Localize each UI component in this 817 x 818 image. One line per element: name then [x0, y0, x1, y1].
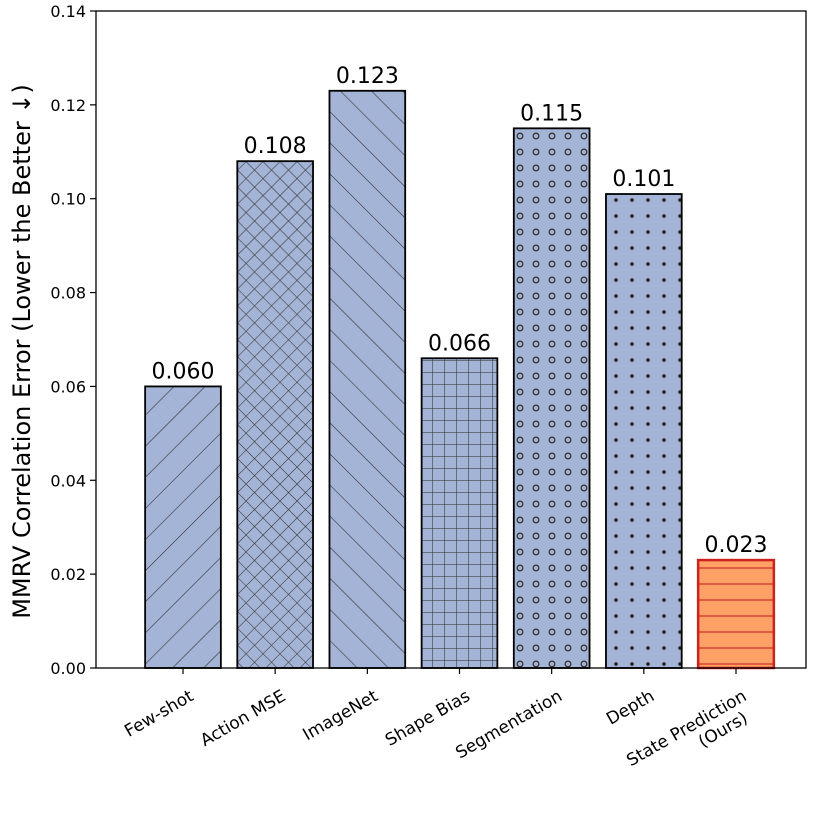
bars-layer: [144, 89, 776, 670]
bar-pattern-action-mse: [237, 161, 314, 668]
x-tick-label-line: ImageNet: [300, 686, 382, 745]
value-label-few-shot: 0.060: [152, 359, 215, 384]
bar-pattern-state-prediction: [698, 560, 774, 668]
value-label-state-prediction: 0.023: [705, 533, 768, 558]
bar-pattern-shape-bias: [421, 358, 498, 668]
x-tick-label-action-mse: Action MSE: [197, 686, 289, 751]
x-tick-label-line: Depth: [603, 686, 658, 729]
x-tick-label-few-shot: Few-shot: [121, 686, 197, 742]
bar-pattern-few-shot: [145, 386, 221, 668]
x-tick-label-line: Few-shot: [121, 686, 197, 742]
value-label-segmentation: 0.115: [520, 101, 583, 126]
x-tick-label-imagenet: ImageNet: [300, 686, 382, 745]
axes-layer: [90, 10, 807, 674]
y-tick-label: 0.04: [50, 471, 86, 490]
value-label-imagenet: 0.123: [336, 64, 399, 89]
y-tick-label: 0.00: [50, 659, 86, 678]
y-tick-label: 0.10: [50, 190, 86, 209]
bar-pattern-segmentation: [513, 128, 590, 669]
bar-pattern-imagenet: [329, 90, 406, 669]
y-axis-label: MMRV Correlation Error (Lower the Better…: [8, 84, 36, 619]
bar-pattern-depth: [605, 194, 682, 668]
y-tick-label: 0.08: [50, 284, 86, 303]
y-tick-label: 0.14: [50, 2, 86, 21]
value-label-shape-bias: 0.066: [428, 331, 491, 356]
y-tick-label: 0.02: [50, 565, 86, 584]
value-label-action-mse: 0.108: [244, 134, 307, 159]
value-label-depth: 0.101: [612, 167, 675, 192]
y-tick-label: 0.12: [50, 96, 86, 115]
x-tick-label-line: Action MSE: [197, 686, 289, 751]
plot-frame: [95, 10, 807, 669]
x-tick-label-depth: Depth: [603, 686, 658, 729]
y-tick-label: 0.06: [50, 377, 86, 396]
